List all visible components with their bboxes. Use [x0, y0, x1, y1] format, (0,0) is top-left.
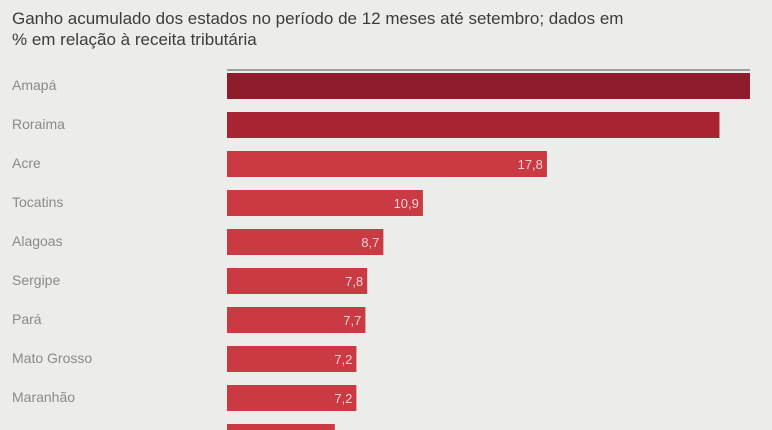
value-label: 7,7 — [343, 313, 361, 328]
value-label: 10,9 — [394, 196, 419, 211]
value-label: 7,2 — [334, 352, 352, 367]
category-label: Roraima — [12, 116, 65, 132]
bar — [227, 346, 357, 372]
chart-title: Ganho acumulado dos estados no período d… — [12, 8, 752, 50]
bar — [227, 268, 368, 294]
bar — [227, 307, 366, 333]
chart-title-line-1: Ganho acumulado dos estados no período d… — [12, 9, 624, 28]
chart-title-line-2: % em relação à receita tributária — [12, 30, 257, 49]
category-label: Alagoas — [12, 233, 63, 249]
category-label: Tocatins — [12, 194, 63, 210]
bar — [227, 424, 335, 430]
category-label: Mato Grosso — [12, 350, 92, 366]
bar — [227, 112, 720, 138]
category-label: Acre — [12, 155, 41, 171]
value-label: 7,8 — [345, 274, 363, 289]
bar — [227, 229, 384, 255]
value-label: 7,2 — [334, 391, 352, 406]
bar — [227, 151, 547, 177]
category-label: Sergipe — [12, 272, 60, 288]
value-label: 17,8 — [518, 157, 543, 172]
category-label: Amapá — [12, 77, 57, 93]
bar — [227, 73, 750, 99]
category-label: Paraíba — [12, 428, 61, 430]
category-label: Maranhão — [12, 389, 75, 405]
category-label: Pará — [12, 311, 42, 327]
bar — [227, 190, 423, 216]
value-label: 8,7 — [361, 235, 379, 250]
bar — [227, 385, 357, 411]
